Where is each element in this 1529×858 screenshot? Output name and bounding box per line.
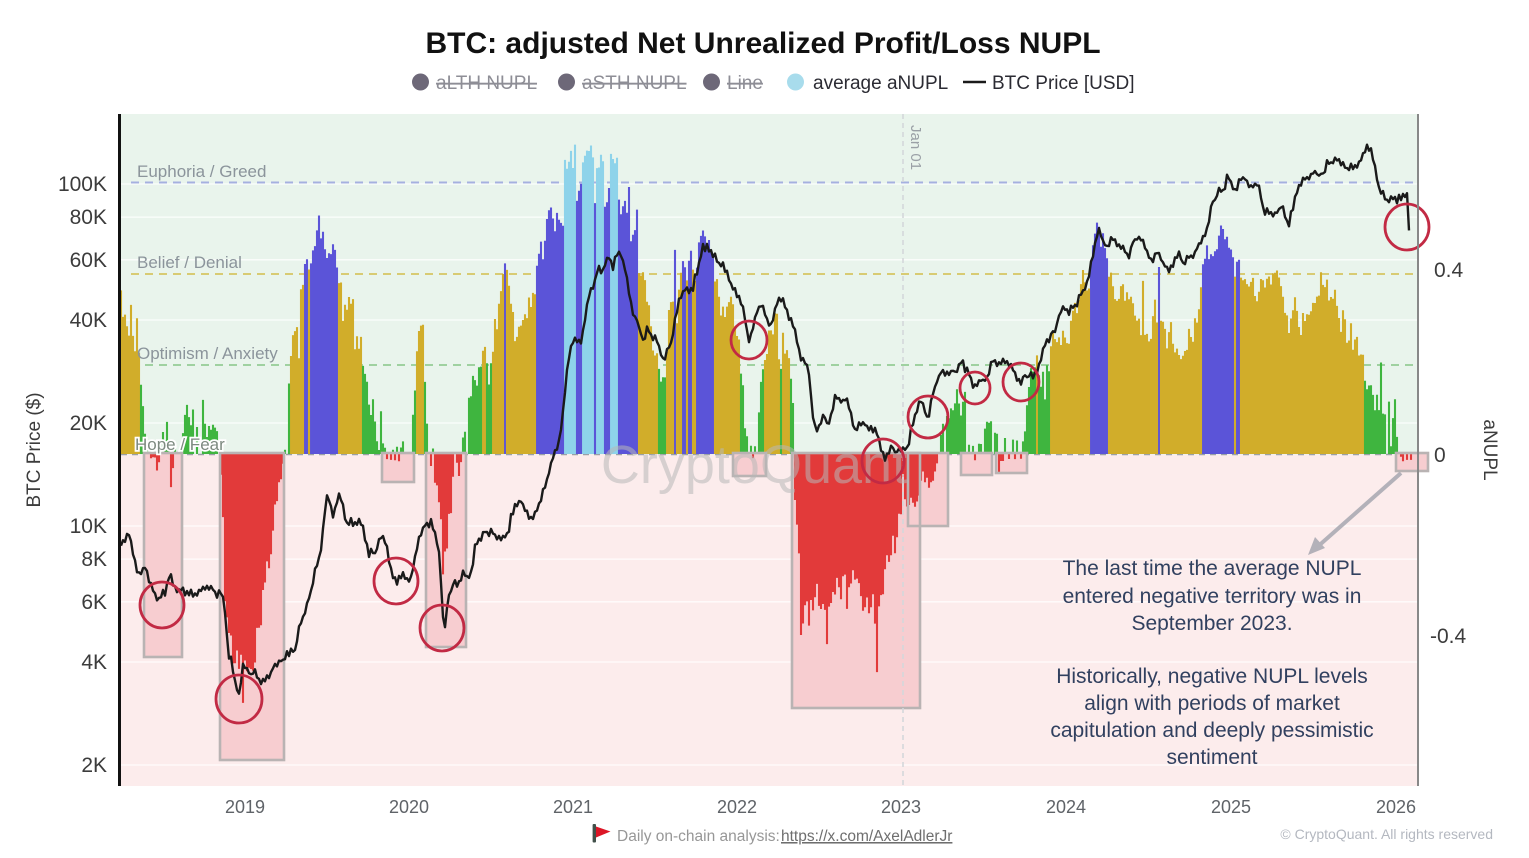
svg-text:Euphoria / Greed: Euphoria / Greed <box>137 162 266 181</box>
svg-text:2019: 2019 <box>225 797 265 817</box>
svg-text:aSTH NUPL: aSTH NUPL <box>582 73 687 94</box>
svg-text:BTC Price [USD]: BTC Price [USD] <box>992 73 1135 94</box>
svg-text:The last time the average NUPL: The last time the average NUPL <box>1063 557 1362 580</box>
svg-text:2022: 2022 <box>717 797 757 817</box>
svg-text:10K: 10K <box>70 515 107 538</box>
svg-text:2K: 2K <box>81 754 107 777</box>
svg-text:2024: 2024 <box>1046 797 1086 817</box>
svg-text:100K: 100K <box>58 173 107 196</box>
svg-text:BTC: adjusted Net Unrealized P: BTC: adjusted Net Unrealized Profit/Loss… <box>425 27 1100 60</box>
svg-text:80K: 80K <box>70 206 107 229</box>
svg-text:8K: 8K <box>81 548 107 571</box>
svg-text:Daily on-chain analysis:: Daily on-chain analysis: <box>617 828 780 845</box>
svg-text:20K: 20K <box>70 412 107 435</box>
svg-text:40K: 40K <box>70 309 107 332</box>
svg-text:entered negative territory was: entered negative territory was in <box>1063 585 1362 608</box>
svg-text:capitulation and deeply pessim: capitulation and deeply pessimistic <box>1050 719 1373 742</box>
svg-text:aNUPL: aNUPL <box>1479 419 1500 480</box>
svg-text:Line: Line <box>727 73 763 94</box>
svg-text:CryptoQuant: CryptoQuant <box>601 435 907 495</box>
svg-text:Jan 01: Jan 01 <box>907 125 924 170</box>
svg-text:https://x.com/AxelAdlerJr: https://x.com/AxelAdlerJr <box>781 828 952 845</box>
svg-text:sentiment: sentiment <box>1166 746 1257 769</box>
svg-text:Optimism / Anxiety: Optimism / Anxiety <box>137 344 278 363</box>
svg-text:0: 0 <box>1434 444 1446 467</box>
svg-text:Historically, negative NUPL le: Historically, negative NUPL levels <box>1056 665 1368 688</box>
svg-text:Belief / Denial: Belief / Denial <box>137 253 242 272</box>
svg-text:6K: 6K <box>81 591 107 614</box>
svg-text:average aNUPL: average aNUPL <box>813 73 948 94</box>
svg-text:2023: 2023 <box>881 797 921 817</box>
svg-text:align with periods of market: align with periods of market <box>1084 692 1340 715</box>
svg-text:0.4: 0.4 <box>1434 259 1464 282</box>
svg-text:September 2023.: September 2023. <box>1131 612 1292 635</box>
svg-text:60K: 60K <box>70 249 107 272</box>
svg-text:Hope / Fear: Hope / Fear <box>135 435 225 454</box>
svg-text:2021: 2021 <box>553 797 593 817</box>
svg-text:2020: 2020 <box>389 797 429 817</box>
svg-text:BTC Price ($): BTC Price ($) <box>24 392 45 507</box>
svg-text:-0.4: -0.4 <box>1430 625 1467 648</box>
svg-text:© CryptoQuant. All rights rese: © CryptoQuant. All rights reserved <box>1280 826 1493 842</box>
svg-text:aLTH NUPL: aLTH NUPL <box>436 73 537 94</box>
svg-text:2025: 2025 <box>1211 797 1251 817</box>
svg-text:2026: 2026 <box>1376 797 1416 817</box>
svg-text:4K: 4K <box>81 651 107 674</box>
